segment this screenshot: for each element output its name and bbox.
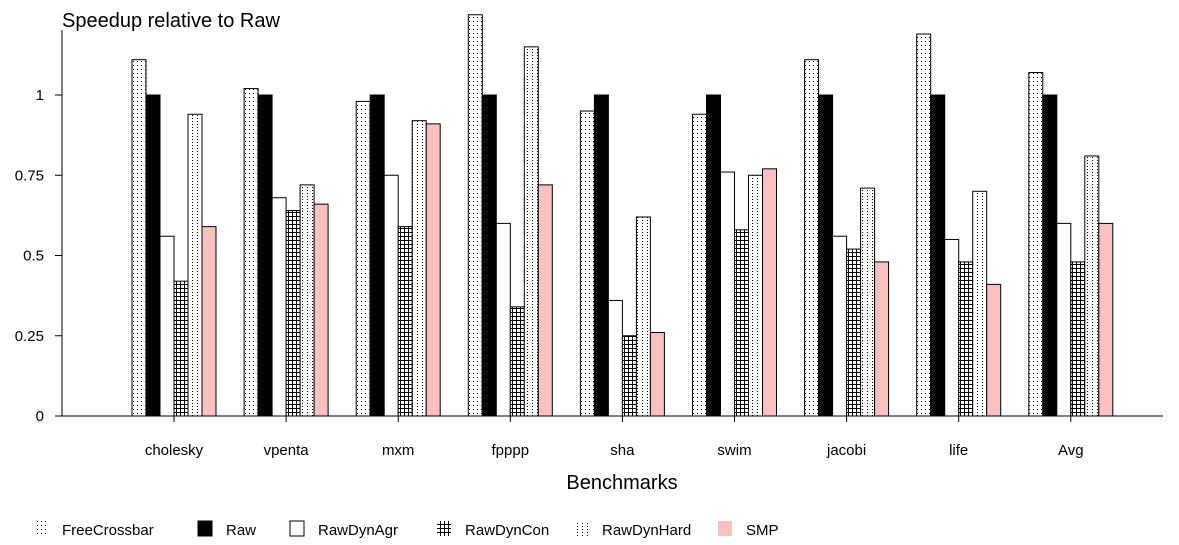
bar-rawdynhard-jacobi	[860, 187, 876, 417]
legend: FreeCrossbar Raw RawDynAgr RawDynCon RawDynH…	[34, 520, 779, 539]
x-tick-label: mxm	[382, 442, 415, 459]
legend-label-rawdyncon: RawDynCon	[465, 522, 549, 539]
bar-smp-jacobi	[874, 261, 890, 417]
legend-swatch-rawdyncon	[437, 521, 451, 536]
x-tick-label: jacobi	[826, 442, 866, 459]
bar-smp-vpenta	[313, 203, 329, 417]
bar-raw-avg	[1042, 94, 1058, 417]
bar-rawdyncon-jacobi	[846, 248, 862, 417]
x-axis-title: Benchmarks	[566, 472, 677, 494]
bar-rawdyncon-mxm	[397, 226, 413, 417]
legend-swatch-rawdynagr	[289, 520, 305, 537]
bar-rawdyncon-vpenta	[285, 210, 301, 417]
bar-rawdyncon-avg	[1070, 261, 1086, 417]
bar-raw-jacobi	[818, 94, 834, 417]
bar-smp-mxm	[425, 123, 441, 417]
bar-freecrossbar-avg	[1028, 72, 1044, 417]
bar-rawdynagr-swim	[720, 171, 735, 417]
y-axis-ticks: 0 0.25 0.5 0.75 1	[15, 87, 62, 425]
bar-rawdynhard-mxm	[411, 120, 427, 417]
legend-label-rawdynagr: RawDynAgr	[318, 522, 398, 539]
legend-label-raw: Raw	[226, 522, 256, 539]
bar-smp-swim	[762, 168, 777, 417]
bar-freecrossbar-fpppp	[467, 14, 483, 417]
y-axis-title: Speedup relative to Raw	[62, 10, 280, 32]
bar-rawdynagr-sha	[607, 299, 623, 417]
x-tick-label: Avg	[1058, 442, 1084, 459]
bar-rawdynhard-cholesky	[187, 113, 203, 417]
bar-rawdynagr-cholesky	[159, 235, 175, 417]
bar-rawdyncon-swim	[734, 229, 749, 417]
bar-raw-sha	[593, 94, 609, 417]
bar-rawdynhard-fpppp	[523, 46, 539, 417]
legend-swatch-raw	[197, 520, 213, 537]
bar-rawdynagr-mxm	[383, 174, 399, 417]
bar-rawdyncon-cholesky	[173, 280, 189, 417]
bar-smp-fpppp	[537, 184, 553, 417]
bar-rawdyncon-life	[958, 261, 974, 417]
y-tick-label: 1	[36, 87, 44, 104]
bar-raw-life	[930, 94, 946, 417]
bar-rawdyncon-fpppp	[509, 306, 525, 417]
bar-rawdynagr-vpenta	[271, 197, 287, 417]
x-tick-label: cholesky	[145, 442, 204, 459]
bar-freecrossbar-cholesky	[131, 59, 147, 417]
x-axis-labels: cholesky vpenta mxm fpppp sha swim jacobi life A…	[145, 416, 1084, 459]
x-tick-label: sha	[610, 442, 635, 459]
x-tick-label: fpppp	[492, 442, 530, 459]
legend-label-rawdynhard: RawDynHard	[602, 522, 691, 539]
bar-rawdyncon-sha	[621, 335, 637, 417]
bars-group	[131, 14, 1114, 417]
bar-smp-life	[986, 283, 1002, 417]
bar-rawdynhard-swim	[748, 174, 763, 417]
bar-raw-fpppp	[481, 94, 497, 417]
bar-rawdynhard-vpenta	[299, 184, 315, 417]
bar-rawdynagr-avg	[1056, 222, 1072, 417]
x-tick-label: swim	[717, 442, 751, 459]
bar-freecrossbar-swim	[692, 113, 707, 417]
bar-raw-vpenta	[257, 94, 273, 417]
bar-smp-cholesky	[201, 226, 217, 417]
legend-label-freecrossbar: FreeCrossbar	[62, 522, 154, 539]
bar-freecrossbar-vpenta	[243, 88, 259, 417]
bar-rawdynagr-jacobi	[832, 235, 848, 417]
bar-rawdynhard-avg	[1084, 155, 1100, 417]
y-tick-label: 0.25	[15, 328, 44, 345]
bar-rawdynhard-life	[972, 190, 988, 417]
bar-smp-avg	[1098, 222, 1114, 417]
legend-swatch-smp	[718, 521, 732, 536]
y-tick-label: 0	[36, 408, 44, 425]
bar-raw-swim	[706, 94, 721, 417]
bar-raw-cholesky	[145, 94, 161, 417]
bar-rawdynagr-fpppp	[495, 222, 511, 417]
bar-freecrossbar-sha	[579, 110, 595, 417]
bar-raw-mxm	[369, 94, 385, 417]
bar-rawdynhard-sha	[635, 216, 651, 417]
bar-smp-sha	[649, 332, 665, 417]
legend-swatch-rawdynhard	[574, 521, 588, 536]
bar-rawdynagr-life	[944, 238, 960, 417]
x-tick-label: vpenta	[264, 442, 310, 459]
bar-freecrossbar-mxm	[355, 100, 371, 417]
y-tick-label: 0.5	[23, 248, 44, 265]
legend-label-smp: SMP	[746, 522, 779, 539]
bar-freecrossbar-life	[916, 33, 932, 417]
legend-swatch-freecrossbar	[34, 521, 48, 536]
y-tick-label: 0.75	[15, 167, 44, 184]
x-tick-label: life	[949, 442, 968, 459]
bar-freecrossbar-jacobi	[804, 59, 820, 417]
